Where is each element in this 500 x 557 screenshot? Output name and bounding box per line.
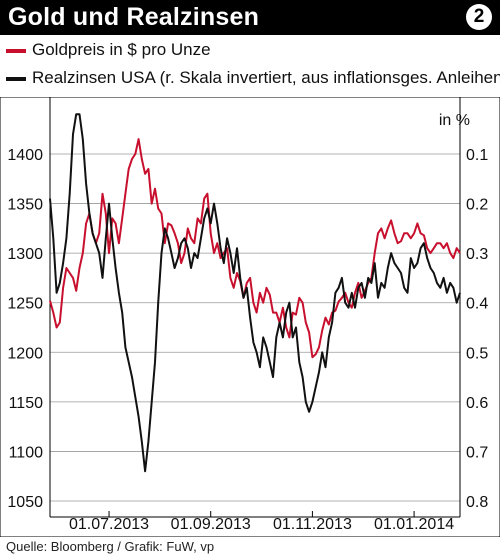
x-tick-label: 01.11.2013 [273,516,352,533]
right-tick-label: 0.2 [466,197,488,214]
chart-svg: 1400 1350 1300 1250 1200 1150 1100 1050 0.1 0.2 0.… [0,96,500,538]
legend-item-gold: Goldpreis in $ pro Unze [6,40,211,60]
x-tick-label: 01.07.2013 [69,516,149,533]
right-axis-unit: in % [439,112,470,129]
chart-area: 1400 1350 1300 1250 1200 1150 1100 1050 0.1 0.2 0.… [0,96,500,538]
right-tick-label: 0.8 [466,494,488,511]
x-tick-label: 01.01.2014 [374,516,454,533]
right-tick-label: 0.5 [466,345,488,362]
left-tick-label: 1300 [7,246,43,263]
legend-swatch-gold [6,48,26,53]
chart-title: Gold und Realzinsen [8,3,260,31]
figure-number-badge: 2 [466,4,492,30]
left-tick-label: 1150 [9,395,44,412]
legend-label-gold: Goldpreis in $ pro Unze [32,40,211,59]
left-tick-label: 1100 [9,444,44,461]
left-tick-label: 1400 [7,147,43,164]
chart-header: Gold und Realzinsen 2 [0,0,500,35]
right-tick-label: 0.4 [466,296,488,313]
source-note: Quelle: Bloomberg / Grafik: FuW, vp [6,539,215,554]
left-tick-label: 1200 [7,345,43,362]
real-rates-line [49,113,461,473]
legend-label-realzinsen: Realzinsen USA (r. Skala invertiert, aus… [32,68,500,87]
legend-item-realzinsen: Realzinsen USA (r. Skala invertiert, aus… [6,68,500,88]
left-tick-label: 1050 [7,494,43,511]
right-tick-label: 0.7 [466,444,488,461]
left-tick-label: 1350 [7,197,43,214]
legend-swatch-realzinsen [6,76,26,81]
gold-price-line [49,138,461,359]
left-tick-label: 1250 [7,296,43,313]
right-tick-label: 0.6 [466,395,488,412]
right-tick-label: 0.1 [466,147,488,164]
x-tick-label: 01.09.2013 [171,516,251,533]
right-tick-label: 0.3 [466,246,488,263]
